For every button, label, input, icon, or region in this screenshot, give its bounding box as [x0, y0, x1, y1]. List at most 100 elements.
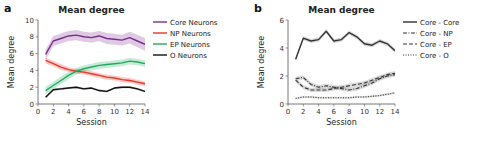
background: [0, 0, 500, 143]
x-tick-label: 2: [301, 108, 305, 116]
sem-band: [296, 92, 395, 100]
series-line: [296, 73, 395, 90]
legend-entry: NP Neurons: [170, 30, 211, 38]
series-line: [46, 87, 145, 97]
y-tick-label: 0: [30, 101, 34, 109]
x-tick-label: 2: [51, 108, 55, 116]
x-tick-label: 0: [36, 108, 40, 116]
y-tick: [36, 53, 39, 54]
sem-band: [296, 29, 395, 61]
x-tick-label: 4: [66, 108, 71, 116]
legend-entry: Core - EP: [420, 41, 452, 49]
y-axis-line: [288, 20, 289, 104]
title: Mean degree: [58, 5, 124, 15]
x-tick: [349, 104, 350, 107]
y-axis-line: [38, 20, 39, 104]
y-tick-label: 8: [30, 33, 34, 41]
plot-area: [296, 29, 395, 99]
legend-swatch: [153, 54, 167, 55]
y-axis-label: Mean degree: [257, 36, 266, 88]
panel-label: b: [254, 2, 262, 15]
x-tick-label: 14: [141, 108, 150, 116]
x-axis-line: [38, 104, 145, 105]
y-tick: [286, 104, 289, 105]
x-tick: [114, 104, 115, 107]
legend-entry: Core Neurons: [170, 19, 218, 27]
y-tick-label: 6: [280, 17, 285, 25]
x-tick-label: 12: [125, 108, 134, 116]
legend: Core Neurons NP Neurons EP Neurons O Neuron…: [153, 19, 218, 60]
legend-entry: Core - O: [420, 52, 449, 60]
series-line: [296, 93, 395, 99]
y-tick: [36, 104, 39, 105]
legend-swatch: [153, 21, 167, 22]
x-tick: [83, 104, 84, 107]
x-tick-label: 8: [97, 108, 101, 116]
x-tick: [129, 104, 130, 107]
x-axis-line: [288, 104, 395, 105]
x-axis-label: Session: [76, 118, 107, 127]
x-tick-label: 10: [110, 108, 119, 116]
sem-band: [46, 86, 145, 98]
y-tick-label: 6: [30, 50, 35, 58]
legend-swatch: [403, 43, 417, 44]
legend-swatch: [403, 21, 417, 22]
plot-area: [46, 30, 145, 98]
sem-band: [46, 30, 145, 59]
x-tick: [99, 104, 100, 107]
legend-swatch: [153, 32, 167, 33]
y-tick-label: 2: [30, 84, 34, 92]
panel: Mean degreea024681012140246810SessionMea…: [4, 2, 218, 127]
y-tick: [36, 36, 39, 37]
y-tick: [286, 48, 289, 49]
x-tick: [318, 104, 319, 107]
x-tick-label: 6: [82, 108, 87, 116]
y-axis-label: Mean degree: [7, 36, 16, 88]
legend-swatch: [403, 54, 417, 55]
x-tick-label: 10: [360, 108, 369, 116]
x-tick: [364, 104, 365, 107]
x-tick: [145, 104, 146, 107]
x-tick-label: 0: [286, 108, 290, 116]
x-tick-label: 4: [316, 108, 321, 116]
legend-swatch: [153, 43, 167, 44]
y-tick: [36, 70, 39, 71]
x-tick: [38, 104, 39, 107]
x-tick: [303, 104, 304, 107]
x-axis-label: Session: [326, 118, 357, 127]
x-tick-label: 6: [332, 108, 337, 116]
legend-entry: Core - NP: [420, 30, 453, 38]
x-tick: [68, 104, 69, 107]
y-tick: [36, 87, 39, 88]
legend: Core - Core Core - NP Core - EP Core - O: [403, 19, 459, 60]
y-tick: [286, 20, 289, 21]
legend-swatch: [403, 32, 417, 33]
chart-root: Mean degreea024681012140246810SessionMea…: [0, 0, 500, 143]
y-tick-label: 0: [280, 101, 284, 109]
legend-entry: Core - Core: [420, 19, 459, 27]
series-line: [296, 31, 395, 59]
y-tick-label: 4: [30, 67, 35, 75]
x-tick-label: 8: [347, 108, 351, 116]
y-tick: [36, 20, 39, 21]
panel: Mean degree b 0 2 4 6 8 10 12 14 0 2 4 6 Session Mean d…: [254, 2, 459, 127]
legend-entry: EP Neurons: [170, 41, 210, 49]
series-line: [46, 35, 145, 54]
x-tick: [379, 104, 380, 107]
y-tick-label: 10: [25, 17, 34, 25]
y-tick-label: 2: [280, 73, 284, 81]
series-line: [46, 61, 145, 90]
sem-band: [296, 71, 395, 92]
panel-label: a: [4, 2, 11, 15]
x-tick: [288, 104, 289, 107]
y-tick-label: 4: [280, 45, 285, 53]
x-tick: [53, 104, 54, 107]
x-tick: [395, 104, 396, 107]
x-tick-label: 14: [391, 108, 400, 116]
legend-entry: O Neurons: [170, 52, 207, 60]
x-tick: [333, 104, 334, 107]
title: Mean degree: [308, 5, 374, 15]
x-tick-label: 12: [375, 108, 384, 116]
series-line: [296, 75, 395, 90]
y-tick: [286, 76, 289, 77]
